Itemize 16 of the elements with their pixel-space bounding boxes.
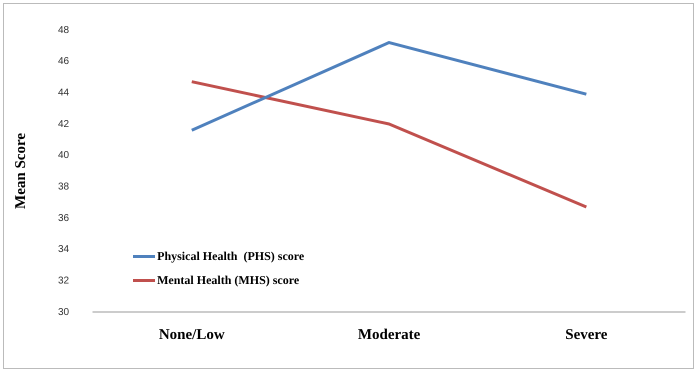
x-tick-label: Severe <box>565 326 608 343</box>
x-tick-label: None/Low <box>158 326 225 343</box>
legend-label: Mental Health (MHS) score <box>157 272 300 288</box>
y-tick-label: 48 <box>58 24 70 36</box>
y-tick-label: 38 <box>58 181 70 192</box>
y-tick-label: 44 <box>58 87 70 98</box>
y-tick-label: 34 <box>58 244 70 256</box>
y-tick-label: 46 <box>58 56 70 68</box>
y-tick-label: 42 <box>58 118 70 130</box>
x-tick-label: Moderate <box>358 326 421 343</box>
y-axis-title: Mean Score <box>12 132 29 209</box>
y-tick-label: 30 <box>58 306 70 318</box>
y-tick-label: 40 <box>58 150 70 162</box>
y-tick-label: 36 <box>58 212 70 224</box>
y-tick-label: 32 <box>58 275 70 286</box>
legend-label: Physical Health (PHS) score <box>157 248 304 264</box>
